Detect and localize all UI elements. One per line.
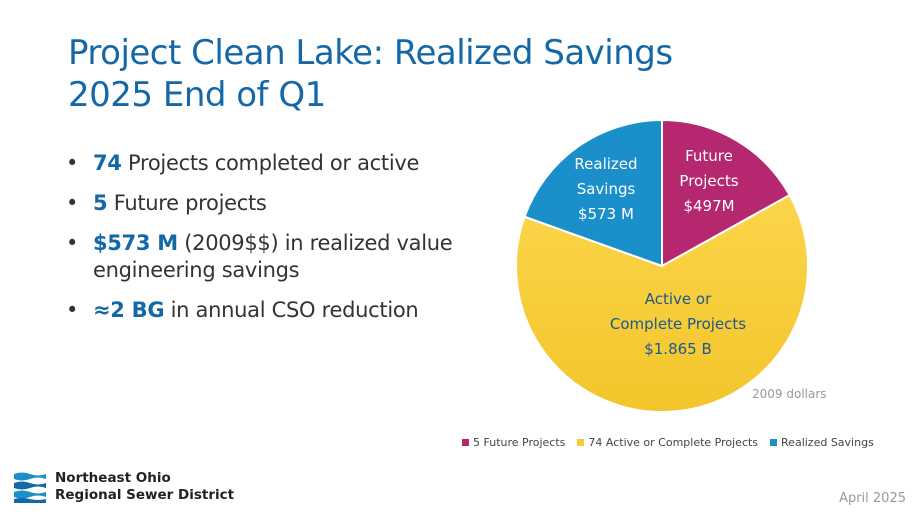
pie-slice-label-line: $573 M xyxy=(578,205,634,223)
pie-slice-label-line: $497M xyxy=(683,197,734,215)
waves-icon xyxy=(14,471,46,503)
bullet-highlight: 74 xyxy=(93,151,122,175)
bullet-item: 74 Projects completed or active xyxy=(66,150,466,177)
legend-swatch xyxy=(462,439,469,446)
bullet-item: $573 M (2009$$) in realized value engine… xyxy=(66,230,466,284)
bullet-text: Future projects xyxy=(107,191,267,215)
bullet-highlight: $573 M xyxy=(93,231,178,255)
bullet-text: (2009$$) in realized value engineering s… xyxy=(93,231,453,282)
bullet-highlight: 5 xyxy=(93,191,108,215)
bullet-text: Projects completed or active xyxy=(121,151,420,175)
legend-item-savings: Realized Savings xyxy=(770,436,874,449)
chart-legend: 5 Future Projects 74 Active or Complete … xyxy=(462,436,882,449)
pie-slice-label: Future Projects $497M xyxy=(679,147,738,215)
legend-item-future: 5 Future Projects xyxy=(462,436,565,449)
pie-slice-label: Realized Savings $573 M xyxy=(574,155,637,223)
pie-slice-label-line: Realized xyxy=(574,155,637,173)
legend-label: Realized Savings xyxy=(781,436,874,449)
pie-slice-label-line: $1.865 B xyxy=(644,340,712,358)
organization-name-line-2: Regional Sewer District xyxy=(55,487,235,503)
pie-slice-label-line: Active or xyxy=(645,290,712,308)
pie-slice-label-line: Complete Projects xyxy=(610,315,746,333)
bullet-item: ≈2 BG in annual CSO reduction xyxy=(66,297,466,324)
pie-slice-label: Active or Complete Projects $1.865 B xyxy=(610,290,746,358)
title-line-2: 2025 End of Q1 xyxy=(68,75,326,115)
organization-logo: Northeast Ohio Regional Sewer District xyxy=(14,470,234,504)
pie-slice-label-line: Future xyxy=(685,147,733,165)
organization-name: Northeast Ohio Regional Sewer District xyxy=(55,470,234,504)
slide-date: April 2025 xyxy=(839,491,906,506)
legend-item-active: 74 Active or Complete Projects xyxy=(577,436,758,449)
title-line-1: Project Clean Lake: Realized Savings xyxy=(68,33,673,73)
legend-label: 5 Future Projects xyxy=(473,436,566,449)
bullet-text: in annual CSO reduction xyxy=(164,298,419,322)
legend-label: 74 Active or Complete Projects xyxy=(588,436,759,449)
legend-swatch xyxy=(770,439,778,446)
bullet-item: 5 Future projects xyxy=(66,190,466,217)
slide-title: Project Clean Lake: Realized Savings 202… xyxy=(68,32,828,116)
organization-name-line-1: Northeast Ohio xyxy=(55,470,171,486)
bullet-highlight: ≈2 BG xyxy=(93,298,165,322)
pie-slice-label-line: Savings xyxy=(577,180,636,198)
pie-slice-future-projects xyxy=(661,118,792,268)
pie-slice-active-complete-projects xyxy=(515,193,809,413)
pie-slice-label-line: Projects xyxy=(679,172,738,190)
legend-swatch xyxy=(577,439,585,446)
bullet-list: 74 Projects completed or active 5 Future… xyxy=(66,150,466,337)
chart-note: 2009 dollars xyxy=(752,387,827,401)
pie-slice-realized-savings xyxy=(523,118,663,268)
